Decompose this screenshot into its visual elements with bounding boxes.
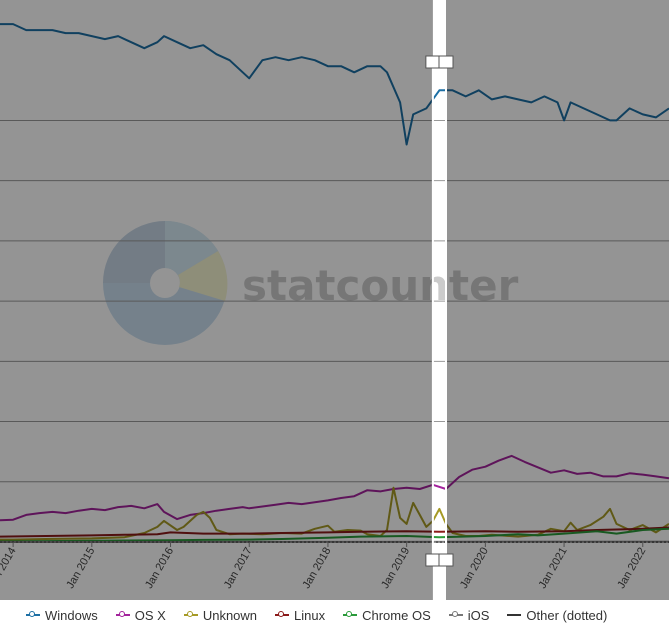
range-selector[interactable]: [425, 55, 454, 567]
legend-label: Linux: [294, 607, 326, 623]
legend-label: OS X: [134, 607, 166, 623]
legend-item[interactable]: Other (dotted): [507, 608, 607, 623]
dim-overlay-right: [446, 0, 669, 600]
legend-marker-icon: [343, 611, 358, 617]
legend-label: iOS: [467, 607, 490, 623]
legend-label: Other (dotted): [526, 607, 608, 623]
legend: Windows OS X Unknown Linux Chrome OS iOS Other…: [0, 600, 669, 630]
line-chart: statcounter Jan 2014 Jan 2015 Jan 2016 Jan …: [0, 0, 669, 600]
legend-item[interactable]: Windows: [26, 608, 98, 623]
range-handle[interactable]: [425, 553, 441, 567]
series-line-windows: [0, 23, 669, 146]
legend-item[interactable]: Unknown: [183, 607, 258, 623]
watermark-text: statcounter: [242, 261, 519, 310]
legend-item[interactable]: OS X: [115, 607, 166, 623]
dim-overlay: [0, 0, 669, 600]
dim-overlay-left: [0, 0, 433, 600]
series-line-os-x: [0, 454, 669, 522]
legend-label: Unknown: [202, 607, 258, 623]
legend-marker-icon: [183, 611, 198, 617]
series-line-unknown: [0, 486, 669, 541]
statcounter-watermark: statcounter: [103, 221, 519, 345]
range-handle[interactable]: [425, 55, 441, 69]
legend-item[interactable]: iOS: [448, 607, 490, 623]
legend-marker-icon: [115, 611, 130, 617]
gridlines: [0, 119, 669, 483]
legend-marker-icon: [507, 614, 522, 616]
series-line-chrome-os: [0, 527, 669, 543]
legend-marker-icon: [26, 611, 40, 617]
series-line-linux: [0, 526, 669, 538]
legend-label: Windows: [45, 607, 98, 623]
legend-marker-icon: [448, 611, 463, 617]
range-handle[interactable]: [438, 55, 454, 69]
range-handle[interactable]: [438, 553, 454, 567]
legend-marker-icon: [275, 611, 290, 617]
legend-item[interactable]: Linux: [275, 608, 325, 623]
legend-label: Chrome OS: [362, 607, 431, 623]
legend-item[interactable]: Chrome OS: [343, 608, 431, 623]
